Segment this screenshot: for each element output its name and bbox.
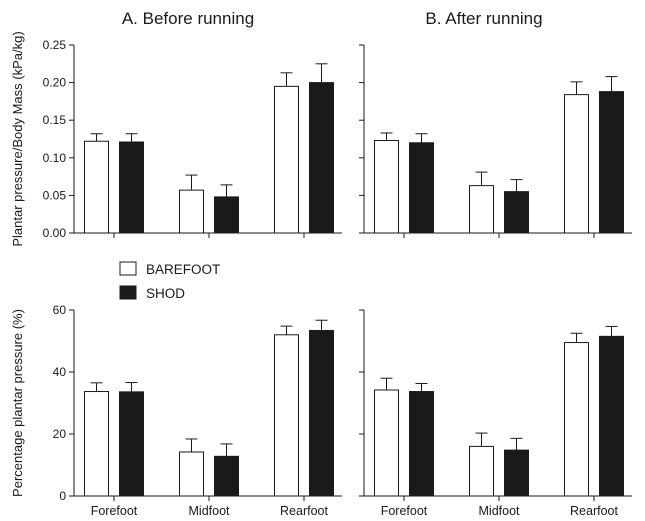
bar-shod-midfoot bbox=[214, 455, 239, 497]
bar-shod-midfoot bbox=[214, 196, 239, 234]
y-axis-label: Plantar pressure/Body Mass (kPa/kg) bbox=[10, 31, 25, 246]
bar-barefoot-forefoot bbox=[374, 389, 399, 497]
y-tick-label: 0.25 bbox=[43, 38, 67, 52]
bar-shod-rearfoot bbox=[309, 329, 334, 497]
chart-panel-2: B. After running bbox=[359, 9, 632, 238]
y-axis-label: Percentage plantar pressure (%) bbox=[10, 309, 25, 497]
bar-barefoot-midfoot bbox=[469, 185, 494, 234]
y-tick-label: 20 bbox=[53, 427, 67, 441]
legend-label: BAREFOOT bbox=[146, 262, 220, 277]
y-tick-label: 0.05 bbox=[43, 188, 67, 202]
legend-swatch-barefoot bbox=[119, 261, 137, 276]
bar-barefoot-midfoot bbox=[179, 189, 204, 234]
y-tick-label: 0.10 bbox=[43, 151, 67, 165]
chart-title: B. After running bbox=[425, 9, 542, 28]
bar-barefoot-midfoot bbox=[469, 445, 494, 497]
y-tick-label: 0.20 bbox=[43, 76, 67, 90]
x-tick-label: Forefoot bbox=[381, 504, 428, 518]
bar-shod-forefoot bbox=[409, 391, 434, 497]
chart-title: A. Before running bbox=[122, 9, 254, 28]
bar-shod-forefoot bbox=[409, 142, 434, 234]
y-tick-label: 0 bbox=[59, 489, 66, 503]
x-tick-label: Forefoot bbox=[91, 504, 138, 518]
chart-panel-4: Forefoot Midfoot Rearfoot bbox=[359, 309, 632, 518]
bar-barefoot-midfoot bbox=[179, 451, 204, 497]
bar-shod-midfoot bbox=[504, 191, 529, 234]
y-tick-label: 60 bbox=[53, 303, 67, 317]
bar-shod-midfoot bbox=[504, 449, 529, 497]
y-tick-label: 40 bbox=[53, 365, 67, 379]
bar-shod-rearfoot bbox=[599, 91, 624, 234]
x-tick-label: Rearfoot bbox=[280, 504, 328, 518]
y-tick-label: 0.15 bbox=[43, 113, 67, 127]
bar-shod-rearfoot bbox=[599, 335, 624, 497]
bar-barefoot-rearfoot bbox=[564, 342, 589, 497]
bar-barefoot-rearfoot bbox=[564, 94, 589, 234]
y-tick-label: 0.00 bbox=[43, 226, 67, 240]
bar-shod-rearfoot bbox=[309, 82, 334, 234]
bar-barefoot-rearfoot bbox=[274, 334, 299, 497]
legend-swatch-shod bbox=[119, 285, 137, 300]
bar-barefoot-forefoot bbox=[374, 140, 399, 234]
legend-label: SHOD bbox=[146, 286, 185, 301]
x-tick-label: Midfoot bbox=[189, 504, 231, 518]
chart-panel-3: 0 20 40 60 Percentage plantar pressure (%) Fo… bbox=[10, 303, 342, 518]
x-tick-label: Rearfoot bbox=[570, 504, 618, 518]
legend: BAREFOOT SHOD bbox=[119, 261, 220, 301]
bar-shod-forefoot bbox=[119, 141, 144, 234]
bar-barefoot-forefoot bbox=[84, 391, 109, 497]
x-tick-label: Midfoot bbox=[479, 504, 521, 518]
bar-barefoot-rearfoot bbox=[274, 85, 299, 234]
bar-barefoot-forefoot bbox=[84, 140, 109, 234]
panels: A. Before running 0.00 0.05 0.10 0.15 0.20 0.2… bbox=[10, 9, 632, 518]
chart-panel-1: A. Before running 0.00 0.05 0.10 0.15 0.20 0.2… bbox=[10, 9, 342, 247]
bar-shod-forefoot bbox=[119, 391, 144, 497]
